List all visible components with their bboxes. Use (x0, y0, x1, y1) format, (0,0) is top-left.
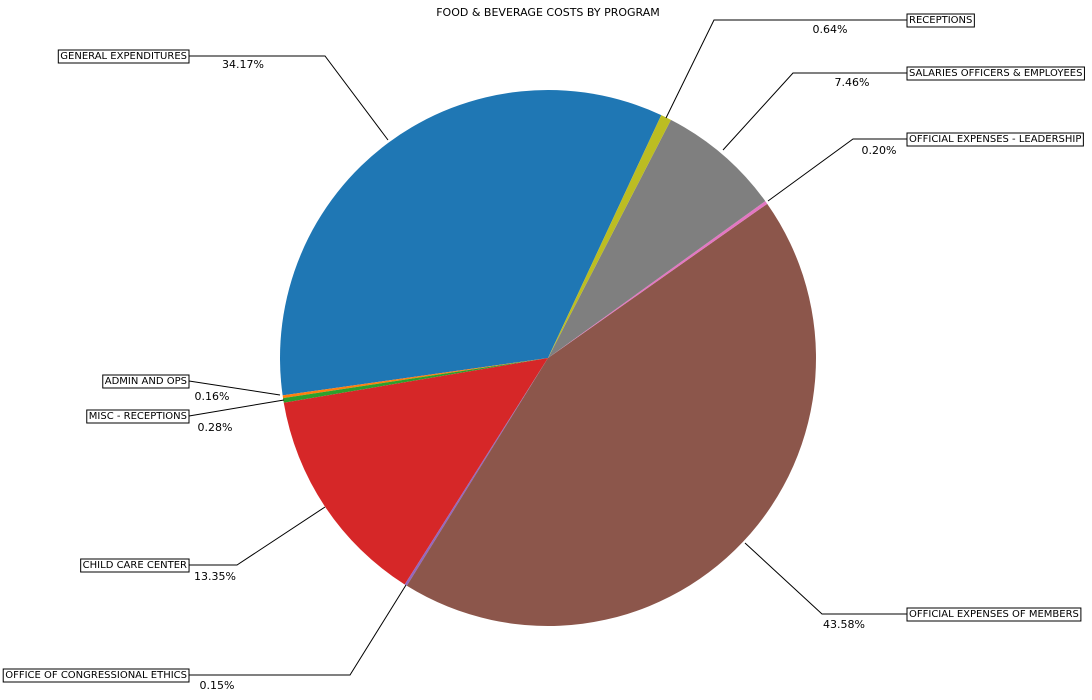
slice-label: CHILD CARE CENTER (83, 560, 187, 571)
pie-slice (283, 358, 548, 403)
leader-line (189, 55, 389, 141)
leader-line (744, 542, 907, 615)
slice-label: SALARIES OFFICERS & EMPLOYEES (909, 68, 1082, 79)
slice-label: RECEPTIONS (909, 15, 972, 26)
percent-label: 0.28% (198, 421, 233, 434)
chart-title: FOOD & BEVERAGE COSTS BY PROGRAM (436, 6, 660, 19)
label-box (2, 668, 190, 683)
leader-line (722, 72, 907, 151)
slice-label: ADMIN AND OPS (105, 376, 187, 387)
label-box (906, 66, 1085, 81)
pie-slice (404, 358, 548, 586)
label-box (57, 49, 190, 64)
label-box (102, 374, 190, 389)
label-box (906, 13, 975, 28)
pie-slice (283, 358, 548, 585)
slice-label: OFFICE OF CONGRESSIONAL ETHICS (5, 670, 187, 681)
leader-line (188, 399, 285, 417)
pie-slice (548, 115, 671, 358)
label-box (906, 607, 1082, 622)
slice-label: OFFICIAL EXPENSES OF MEMBERS (909, 609, 1079, 620)
percent-label: 0.20% (862, 144, 897, 157)
percent-label: 0.64% (813, 23, 848, 36)
percent-label: 43.58% (823, 618, 865, 631)
percent-label: 0.16% (195, 390, 230, 403)
slice-label: GENERAL EXPENDITURES (60, 51, 187, 62)
percent-label: 7.46% (835, 76, 870, 89)
label-box (906, 132, 1084, 147)
percent-label: 13.35% (194, 570, 236, 583)
label-box (80, 558, 190, 573)
leader-line (767, 138, 907, 202)
slice-label: OFFICIAL EXPENSES - LEADERSHIP (909, 134, 1081, 145)
leader-line (189, 584, 407, 676)
pie-slice (548, 119, 766, 359)
pie-slice (282, 358, 548, 399)
slice-label: MISC - RECEPTIONS (89, 411, 187, 422)
percent-label: 34.17% (222, 58, 264, 71)
percent-label: 0.15% (200, 679, 235, 692)
leader-line (188, 380, 281, 396)
leader-line (665, 19, 907, 119)
leader-line (189, 506, 326, 566)
pie-slice (280, 90, 662, 396)
label-box (86, 409, 190, 424)
pie-slice (406, 203, 817, 626)
pie-slice (548, 201, 768, 358)
